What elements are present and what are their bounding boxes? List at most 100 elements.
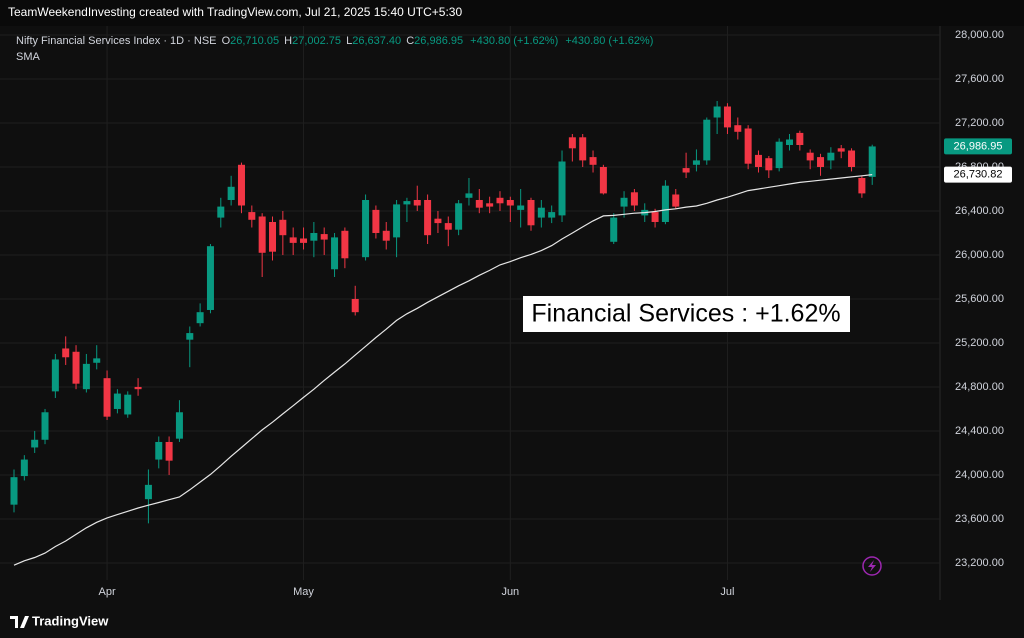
candle-body xyxy=(806,152,814,161)
legend-change: +430.80 (+1.62%) xyxy=(565,35,653,47)
candle-body xyxy=(858,177,866,194)
y-tick-label: 25,200.00 xyxy=(955,337,1004,349)
sma-price-label: 26,730.82 xyxy=(954,169,1003,181)
candle-body xyxy=(82,363,90,390)
candle-body xyxy=(651,212,659,222)
legend-line: Nifty Financial Services Index · 1D · NS… xyxy=(16,35,653,47)
candle-body xyxy=(620,197,628,207)
candle-body xyxy=(796,132,804,145)
footer-logo: TradingView xyxy=(10,613,109,628)
legend-symbol: Nifty Financial Services Index · 1D · NS… xyxy=(16,35,217,47)
y-tick-label: 24,800.00 xyxy=(955,381,1004,393)
annotation-box xyxy=(523,296,850,332)
lightning-glyph xyxy=(868,560,876,572)
sma-price-box xyxy=(944,166,1012,183)
candle-body xyxy=(610,217,618,242)
candle-body xyxy=(134,386,142,390)
candle-body xyxy=(817,157,825,167)
candle-body xyxy=(10,477,18,505)
candle-body xyxy=(455,203,463,230)
candle-body xyxy=(331,237,339,270)
candle-body xyxy=(62,348,70,358)
candle-body xyxy=(692,160,700,165)
candle-body xyxy=(589,157,597,165)
candle-body xyxy=(537,207,545,218)
y-tick-label: 25,600.00 xyxy=(955,293,1004,305)
candle-body xyxy=(672,194,680,207)
candle-body xyxy=(165,441,173,461)
candle-body xyxy=(155,441,163,460)
candle-body xyxy=(775,141,783,169)
y-tick-label: 26,400.00 xyxy=(955,205,1004,217)
candle-body xyxy=(837,148,845,152)
candle-body xyxy=(475,199,483,208)
candle-body xyxy=(196,312,204,324)
last-price-label: 26,986.95 xyxy=(954,140,1003,152)
candle-body xyxy=(413,199,421,206)
candle-body xyxy=(765,158,773,171)
candle-body xyxy=(51,359,59,392)
candle-body xyxy=(93,358,101,363)
mark-layer xyxy=(10,101,876,566)
candle-body xyxy=(754,154,762,167)
candle-body xyxy=(72,351,80,384)
legend-value: 26,637.40 xyxy=(352,35,401,47)
candle-body xyxy=(744,128,752,164)
candle-body xyxy=(31,439,39,448)
candle-body xyxy=(186,333,194,340)
candle-body xyxy=(227,186,235,200)
candle-body xyxy=(403,201,411,205)
candle-body xyxy=(269,221,276,252)
lightning-icon[interactable] xyxy=(862,556,882,576)
legend-key: H xyxy=(284,35,292,47)
candle-body xyxy=(424,199,432,236)
candle-body xyxy=(682,168,690,173)
candle-body xyxy=(175,412,183,439)
candle-body xyxy=(527,199,535,226)
y-tick-label: 27,200.00 xyxy=(955,117,1004,129)
y-tick-label: 23,200.00 xyxy=(955,557,1004,569)
candle-body xyxy=(630,192,638,206)
candle-body xyxy=(703,119,711,161)
sma-line xyxy=(13,174,873,566)
x-tick-label: Jun xyxy=(501,586,519,598)
candle-body xyxy=(558,161,566,216)
candle-body xyxy=(258,216,266,253)
footer-text: TradingView xyxy=(32,613,109,628)
candle-body xyxy=(362,199,370,258)
candle-body xyxy=(124,394,132,415)
x-tick-label: Apr xyxy=(98,586,115,598)
candle-body xyxy=(868,146,876,177)
candle-body xyxy=(734,125,742,132)
candle-body xyxy=(113,393,121,409)
candle-body xyxy=(599,166,607,194)
candle-body xyxy=(786,139,793,145)
candle-body xyxy=(579,137,587,161)
header-text: TeamWeekendInvesting created with Tradin… xyxy=(8,5,462,19)
candle-body xyxy=(517,205,525,210)
candle-body xyxy=(848,150,856,167)
y-tick-label: 27,600.00 xyxy=(955,73,1004,85)
candle-body xyxy=(486,203,494,207)
candle-body xyxy=(103,378,111,417)
candle-body xyxy=(465,193,473,198)
legend-key: L xyxy=(346,35,352,47)
candle-body xyxy=(713,106,721,118)
legend-value: 26,710.05 xyxy=(230,35,279,47)
candle-body xyxy=(434,218,442,224)
candle-body xyxy=(41,412,49,440)
candle-body xyxy=(372,209,380,233)
y-tick-label: 24,000.00 xyxy=(955,469,1004,481)
y-tick-label: 23,600.00 xyxy=(955,513,1004,525)
candle-body xyxy=(568,137,576,149)
candle-body xyxy=(548,212,556,218)
last-price-box xyxy=(944,138,1012,155)
candle-body xyxy=(351,298,359,313)
candle-body xyxy=(144,484,152,500)
header-bar xyxy=(0,0,1024,26)
candle-body xyxy=(279,219,287,236)
x-tick-label: Jul xyxy=(720,586,734,598)
y-tick-label: 28,000.00 xyxy=(955,29,1004,41)
